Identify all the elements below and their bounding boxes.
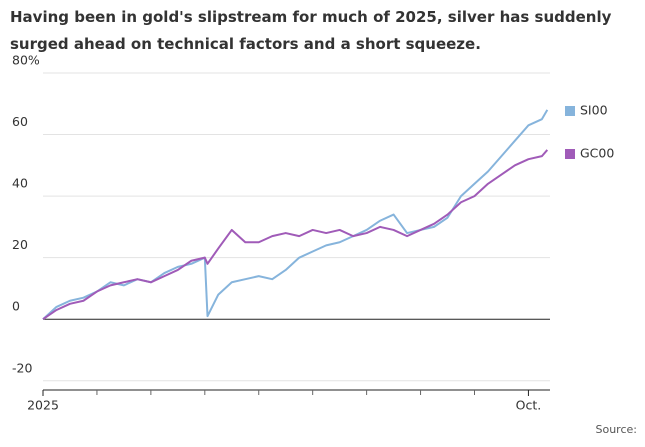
legend-label: GC00: [580, 146, 614, 161]
chart-title: Having been in gold's slipstream for muc…: [10, 8, 612, 53]
y-tick-label: -20: [12, 360, 32, 375]
x-tick-label: Oct.: [516, 398, 542, 413]
y-tick-label: 20: [12, 237, 28, 252]
x-tick-label: 2025: [27, 398, 59, 413]
legend-swatch: [565, 106, 575, 116]
legend-swatch: [565, 149, 575, 159]
y-tick-label: 0: [12, 299, 20, 314]
series-line: [42, 109, 549, 320]
y-tick-label: 80%: [12, 53, 40, 68]
y-tick-label: 40: [12, 176, 28, 191]
source: Source:: [596, 423, 638, 436]
series-line: [42, 149, 549, 321]
legend-label: SI00: [580, 103, 608, 118]
y-tick-label: 60: [12, 114, 28, 129]
